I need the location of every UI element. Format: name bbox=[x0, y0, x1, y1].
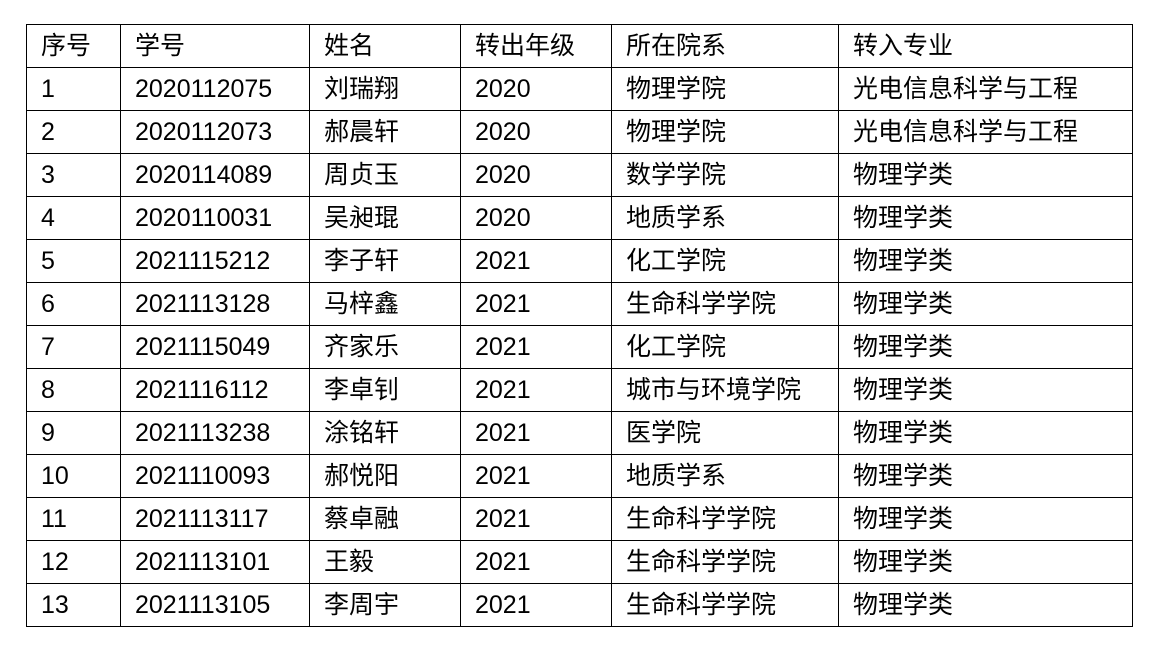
cell-col-index: 10 bbox=[26, 454, 121, 498]
cell-col-name: 李周宇 bbox=[309, 583, 461, 627]
cell-col-major: 物理学类 bbox=[838, 282, 1133, 326]
table-row: 8 2021116112 李卓钊 2021 城市与环境学院 物理学类 bbox=[26, 368, 1133, 412]
cell-col-name: 马梓鑫 bbox=[309, 282, 461, 326]
cell-col-index: 13 bbox=[26, 583, 121, 627]
cell-col-department: 医学院 bbox=[611, 411, 839, 455]
cell-col-student-id: 2021113117 bbox=[120, 497, 310, 541]
cell-col-major: 物理学类 bbox=[838, 325, 1133, 369]
cell-col-grade: 2020 bbox=[460, 110, 612, 154]
cell-col-index: 11 bbox=[26, 497, 121, 541]
cell-col-grade: 2021 bbox=[460, 368, 612, 412]
cell-col-student-id: 2021115049 bbox=[120, 325, 310, 369]
cell-col-grade: 2021 bbox=[460, 239, 612, 283]
cell-col-name: 刘瑞翔 bbox=[309, 67, 461, 111]
cell-col-department: 物理学院 bbox=[611, 110, 839, 154]
cell-col-major: 物理学类 bbox=[838, 411, 1133, 455]
cell-col-name: 王毅 bbox=[309, 540, 461, 584]
cell-col-index: 6 bbox=[26, 282, 121, 326]
header-col-student-id: 学号 bbox=[120, 24, 310, 68]
cell-col-student-id: 2020112073 bbox=[120, 110, 310, 154]
cell-col-grade: 2021 bbox=[460, 411, 612, 455]
cell-col-name: 李卓钊 bbox=[309, 368, 461, 412]
table-row: 7 2021115049 齐家乐 2021 化工学院 物理学类 bbox=[26, 325, 1133, 369]
cell-col-major: 光电信息科学与工程 bbox=[838, 110, 1133, 154]
cell-col-major: 光电信息科学与工程 bbox=[838, 67, 1133, 111]
cell-col-name: 郝晨轩 bbox=[309, 110, 461, 154]
cell-col-major: 物理学类 bbox=[838, 368, 1133, 412]
cell-col-index: 7 bbox=[26, 325, 121, 369]
cell-col-name: 蔡卓融 bbox=[309, 497, 461, 541]
cell-col-grade: 2020 bbox=[460, 153, 612, 197]
cell-col-grade: 2020 bbox=[460, 196, 612, 240]
cell-col-name: 郝悦阳 bbox=[309, 454, 461, 498]
table-row: 3 2020114089 周贞玉 2020 数学学院 物理学类 bbox=[26, 153, 1133, 197]
cell-col-student-id: 2021113105 bbox=[120, 583, 310, 627]
cell-col-grade: 2021 bbox=[460, 325, 612, 369]
cell-col-major: 物理学类 bbox=[838, 540, 1133, 584]
table-header-row: 序号 学号 姓名 转出年级 所在院系 转入专业 bbox=[26, 24, 1133, 68]
cell-col-student-id: 2021110093 bbox=[120, 454, 310, 498]
cell-col-index: 5 bbox=[26, 239, 121, 283]
header-col-name: 姓名 bbox=[309, 24, 461, 68]
table-row: 5 2021115212 李子轩 2021 化工学院 物理学类 bbox=[26, 239, 1133, 283]
cell-col-index: 1 bbox=[26, 67, 121, 111]
header-col-major: 转入专业 bbox=[838, 24, 1133, 68]
cell-col-major: 物理学类 bbox=[838, 239, 1133, 283]
cell-col-student-id: 2020110031 bbox=[120, 196, 310, 240]
table-row: 2 2020112073 郝晨轩 2020 物理学院 光电信息科学与工程 bbox=[26, 110, 1133, 154]
header-col-department: 所在院系 bbox=[611, 24, 839, 68]
cell-col-department: 化工学院 bbox=[611, 325, 839, 369]
cell-col-major: 物理学类 bbox=[838, 196, 1133, 240]
cell-col-index: 2 bbox=[26, 110, 121, 154]
cell-col-grade: 2021 bbox=[460, 583, 612, 627]
cell-col-student-id: 2020112075 bbox=[120, 67, 310, 111]
cell-col-grade: 2021 bbox=[460, 454, 612, 498]
cell-col-department: 数学学院 bbox=[611, 153, 839, 197]
cell-col-student-id: 2020114089 bbox=[120, 153, 310, 197]
transfer-students-table: 序号 学号 姓名 转出年级 所在院系 转入专业 1 2020112075 刘瑞翔 2020 物理学… bbox=[26, 24, 1133, 627]
cell-col-major: 物理学类 bbox=[838, 583, 1133, 627]
header-col-index: 序号 bbox=[26, 24, 121, 68]
cell-col-index: 4 bbox=[26, 196, 121, 240]
header-col-grade: 转出年级 bbox=[460, 24, 612, 68]
cell-col-student-id: 2021113238 bbox=[120, 411, 310, 455]
cell-col-student-id: 2021115212 bbox=[120, 239, 310, 283]
table-row: 9 2021113238 涂铭轩 2021 医学院 物理学类 bbox=[26, 411, 1133, 455]
cell-col-department: 化工学院 bbox=[611, 239, 839, 283]
table-row: 13 2021113105 李周宇 2021 生命科学学院 物理学类 bbox=[26, 583, 1133, 627]
table-row: 11 2021113117 蔡卓融 2021 生命科学学院 物理学类 bbox=[26, 497, 1133, 541]
cell-col-index: 8 bbox=[26, 368, 121, 412]
cell-col-grade: 2021 bbox=[460, 540, 612, 584]
cell-col-department: 生命科学学院 bbox=[611, 282, 839, 326]
cell-col-name: 涂铭轩 bbox=[309, 411, 461, 455]
cell-col-department: 生命科学学院 bbox=[611, 583, 839, 627]
cell-col-name: 吴昶琨 bbox=[309, 196, 461, 240]
cell-col-major: 物理学类 bbox=[838, 153, 1133, 197]
cell-col-grade: 2021 bbox=[460, 497, 612, 541]
cell-col-department: 生命科学学院 bbox=[611, 497, 839, 541]
table-row: 4 2020110031 吴昶琨 2020 地质学系 物理学类 bbox=[26, 196, 1133, 240]
cell-col-student-id: 2021116112 bbox=[120, 368, 310, 412]
cell-col-index: 12 bbox=[26, 540, 121, 584]
cell-col-name: 周贞玉 bbox=[309, 153, 461, 197]
cell-col-name: 齐家乐 bbox=[309, 325, 461, 369]
cell-col-major: 物理学类 bbox=[838, 454, 1133, 498]
cell-col-department: 城市与环境学院 bbox=[611, 368, 839, 412]
cell-col-department: 生命科学学院 bbox=[611, 540, 839, 584]
table-row: 1 2020112075 刘瑞翔 2020 物理学院 光电信息科学与工程 bbox=[26, 67, 1133, 111]
cell-col-index: 3 bbox=[26, 153, 121, 197]
cell-col-student-id: 2021113101 bbox=[120, 540, 310, 584]
cell-col-department: 地质学系 bbox=[611, 196, 839, 240]
cell-col-index: 9 bbox=[26, 411, 121, 455]
table-row: 10 2021110093 郝悦阳 2021 地质学系 物理学类 bbox=[26, 454, 1133, 498]
cell-col-grade: 2021 bbox=[460, 282, 612, 326]
cell-col-department: 物理学院 bbox=[611, 67, 839, 111]
cell-col-department: 地质学系 bbox=[611, 454, 839, 498]
cell-col-student-id: 2021113128 bbox=[120, 282, 310, 326]
cell-col-grade: 2020 bbox=[460, 67, 612, 111]
cell-col-major: 物理学类 bbox=[838, 497, 1133, 541]
table-row: 6 2021113128 马梓鑫 2021 生命科学学院 物理学类 bbox=[26, 282, 1133, 326]
table-row: 12 2021113101 王毅 2021 生命科学学院 物理学类 bbox=[26, 540, 1133, 584]
cell-col-name: 李子轩 bbox=[309, 239, 461, 283]
